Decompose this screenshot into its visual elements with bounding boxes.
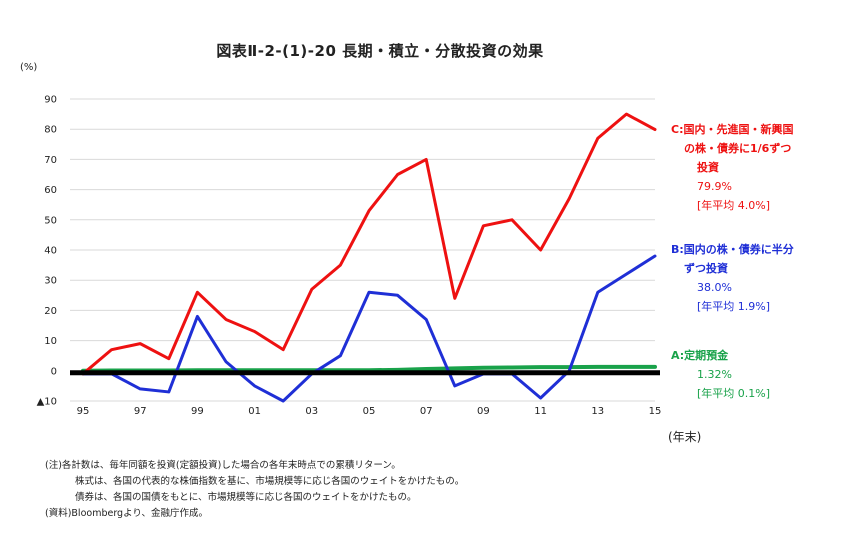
series-a-name: A:定期預金	[671, 349, 729, 362]
x-tick-label: 95	[77, 406, 90, 417]
y-tick-label: 20	[44, 306, 57, 317]
x-axis-unit: (年末)	[668, 430, 702, 444]
series-c-name-line1: C:国内・先進国・新興国	[671, 123, 794, 136]
x-tick-label: 99	[191, 406, 204, 417]
footnotes: (注)各計数は、毎年同額を投資(定額投資)した場合の各年末時点での累積リターン。…	[45, 458, 464, 522]
x-tick-label: 11	[534, 406, 547, 417]
y-tick-label: 10	[44, 336, 57, 347]
series-line-b	[81, 254, 657, 403]
series-c-name-line3: 投資	[697, 161, 719, 174]
x-tick-label: 09	[477, 406, 490, 417]
series-lines	[81, 112, 657, 403]
chart-title: 図表Ⅱ-2-(1)-20 長期・積立・分散投資の効果	[216, 42, 544, 60]
series-label-b: B:国内の株・債券に半分 ずつ投資 38.0% [年平均 1.9%]	[671, 240, 794, 316]
x-tick-labels: 95 97 99 01 03 05 07 09 11 13 15	[77, 406, 662, 417]
series-a-pct: 1.32%	[697, 368, 732, 381]
series-c-pct: 79.9%	[697, 180, 732, 193]
series-c-name-line2: の株・債券に1/6ずつ	[684, 142, 792, 155]
x-tick-label: 13	[591, 406, 604, 417]
series-c-annual: [年平均 4.0%]	[697, 199, 771, 212]
x-tick-label: 01	[248, 406, 261, 417]
series-a-annual: [年平均 0.1%]	[697, 387, 771, 400]
series-label-c: C:国内・先進国・新興国 の株・債券に1/6ずつ 投資 79.9% [年平均 4…	[671, 120, 793, 215]
y-axis-unit: (%)	[20, 62, 38, 73]
series-b-annual: [年平均 1.9%]	[697, 300, 771, 313]
x-tick-label: 97	[134, 406, 147, 417]
y-tick-label: 40	[44, 246, 57, 257]
y-tick-label: 50	[44, 215, 57, 226]
y-tick-label: 80	[44, 125, 57, 136]
y-tick-label: 90	[44, 95, 57, 106]
series-b-name-line1: B:国内の株・債券に半分	[671, 243, 794, 256]
y-tick-label: 30	[44, 276, 57, 287]
x-tick-label: 03	[305, 406, 318, 417]
series-b-pct: 38.0%	[697, 281, 732, 294]
footnote-3: 債券は、各国の国債をもとに、市場規模等に応じ各国のウェイトをかけたもの。	[75, 492, 417, 503]
series-line-c	[81, 112, 657, 376]
x-tick-label: 05	[363, 406, 376, 417]
y-tick-labels: ▲10 0 10 20 30 40 50 60 70 80 90	[37, 95, 57, 408]
y-tick-label: 0	[51, 366, 57, 377]
footnote-source: (資料)Bloombergより、金融庁作成。	[45, 508, 209, 519]
series-label-a: A:定期預金 1.32% [年平均 0.1%]	[671, 346, 770, 403]
y-tick-label: 60	[44, 185, 57, 196]
footnote-1: (注)各計数は、毎年同額を投資(定額投資)した場合の各年末時点での累積リターン。	[45, 460, 401, 471]
footnote-2: 株式は、各国の代表的な株価指数を基に、市場規模等に応じ各国のウェイトをかけたもの…	[75, 476, 465, 487]
y-tick-label: ▲10	[37, 397, 57, 408]
y-tick-label: 70	[44, 155, 57, 166]
x-tick-label: 15	[649, 406, 662, 417]
series-b-name-line2: ずつ投資	[684, 262, 728, 275]
gridlines	[70, 98, 655, 402]
x-tick-label: 07	[420, 406, 433, 417]
